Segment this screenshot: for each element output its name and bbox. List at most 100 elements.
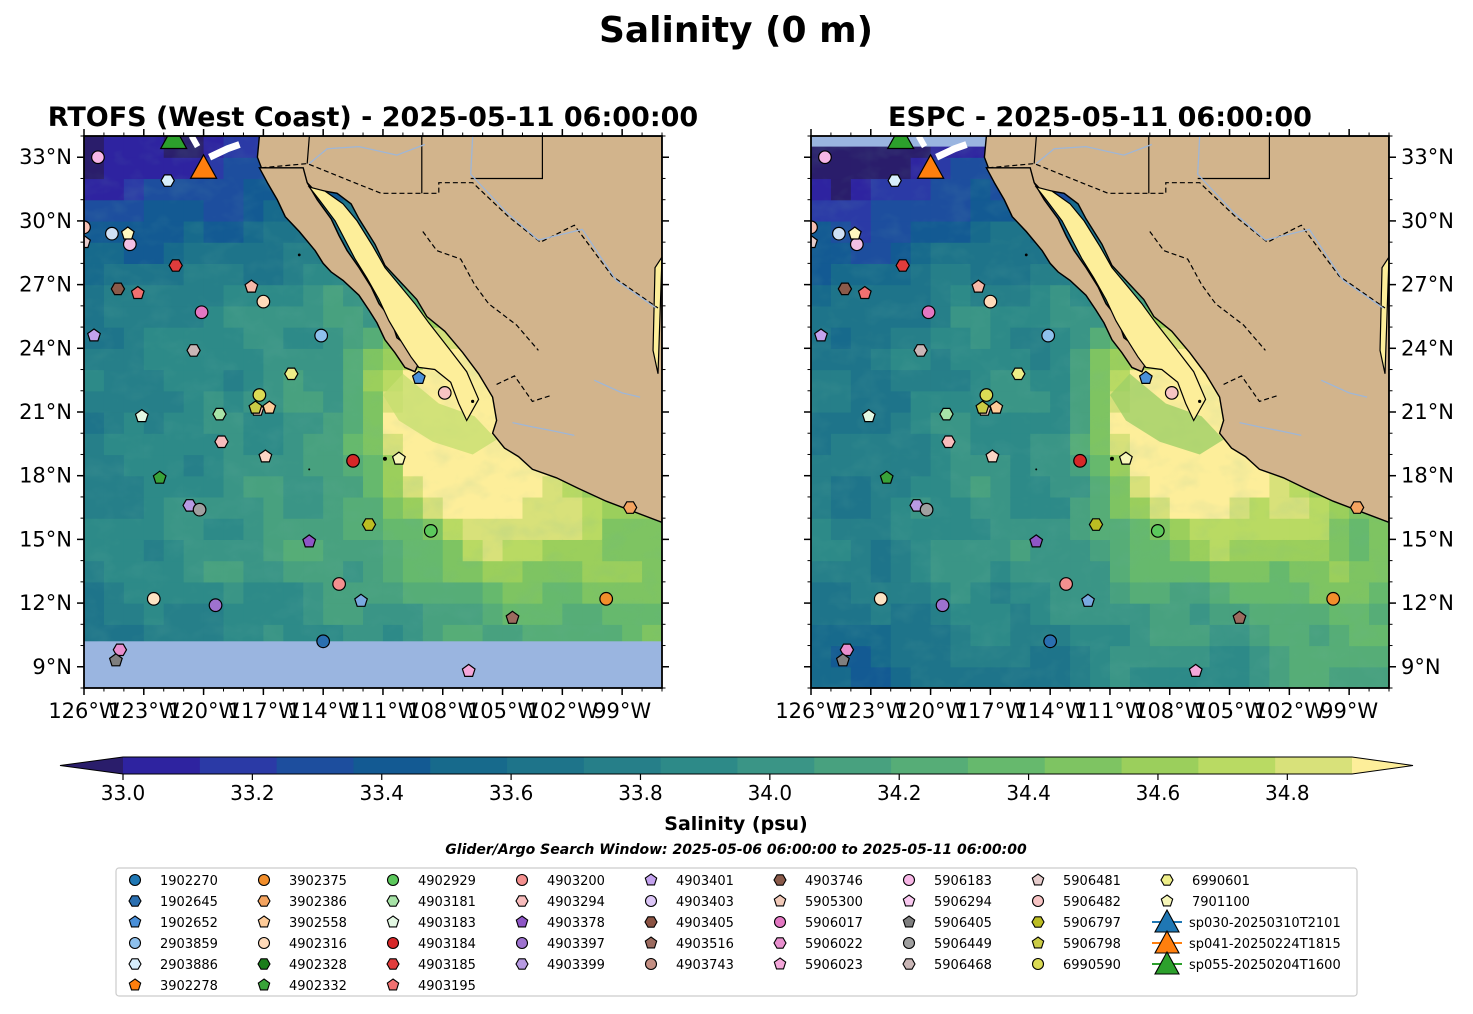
float-marker-2903886[interactable] bbox=[887, 174, 902, 187]
float-marker-p5[interactable] bbox=[258, 449, 273, 463]
float-marker-2903886[interactable] bbox=[160, 174, 175, 187]
float-marker-4903183[interactable] bbox=[134, 408, 149, 423]
float-marker-5906183[interactable] bbox=[91, 150, 105, 165]
float-marker-4903181[interactable] bbox=[212, 407, 227, 421]
float-marker-5906294[interactable] bbox=[930, 70, 943, 82]
float-marker-5906449[interactable] bbox=[192, 502, 207, 517]
float-marker-p9[interactable] bbox=[78, 220, 91, 235]
float-marker-p1[interactable] bbox=[832, 226, 846, 241]
float-marker-4903401[interactable] bbox=[813, 328, 829, 342]
float-marker-5906797[interactable] bbox=[1088, 518, 1104, 531]
float-marker-5906449[interactable] bbox=[919, 502, 934, 517]
float-marker-1902270[interactable] bbox=[910, 77, 923, 90]
float-marker-5906482[interactable] bbox=[437, 385, 452, 400]
float-marker-1902652[interactable] bbox=[1138, 370, 1153, 384]
float-marker-4903743[interactable] bbox=[193, 87, 206, 100]
float-marker-2903859[interactable] bbox=[1041, 328, 1056, 343]
float-marker-p6[interactable] bbox=[873, 591, 888, 606]
float-marker-4902929[interactable] bbox=[1150, 523, 1165, 538]
float-marker-4903746[interactable] bbox=[837, 282, 853, 296]
float-marker-7901100[interactable] bbox=[391, 451, 406, 465]
float-marker-4903516[interactable] bbox=[505, 610, 520, 624]
float-marker-2903859[interactable] bbox=[314, 328, 329, 343]
float-marker-3902375[interactable] bbox=[599, 591, 614, 606]
float-marker-4903185[interactable] bbox=[895, 259, 910, 272]
float-marker-4903185[interactable] bbox=[168, 259, 183, 272]
float-marker-4902332[interactable] bbox=[152, 470, 167, 484]
float-marker-5906482[interactable] bbox=[1164, 385, 1179, 400]
float-marker-5906017[interactable] bbox=[194, 305, 209, 320]
float-marker-6990590[interactable] bbox=[252, 388, 267, 402]
float-marker-4903195[interactable] bbox=[857, 285, 872, 300]
float-marker-4903195[interactable] bbox=[130, 285, 145, 300]
float-marker-p7[interactable] bbox=[1081, 593, 1096, 607]
float-marker-7901100[interactable] bbox=[1118, 451, 1133, 465]
float-marker-3902375[interactable] bbox=[1326, 591, 1341, 606]
float-marker-4902929[interactable] bbox=[423, 523, 438, 538]
float-marker-p3[interactable] bbox=[847, 226, 862, 240]
glider-marker-sp041-20250224T1815[interactable] bbox=[189, 153, 218, 179]
float-marker-4903397[interactable] bbox=[208, 598, 223, 613]
float-marker-p2[interactable] bbox=[122, 237, 137, 252]
float-marker-4903184[interactable] bbox=[1073, 453, 1087, 468]
float-marker-p5[interactable] bbox=[985, 449, 1000, 463]
float-marker-3902386[interactable] bbox=[1349, 501, 1365, 514]
float-marker-5906023[interactable] bbox=[461, 663, 476, 678]
float-marker-6990601[interactable] bbox=[1011, 367, 1026, 381]
float-marker-5906798[interactable] bbox=[975, 400, 990, 414]
float-marker-1902645[interactable] bbox=[117, 45, 130, 57]
float-marker-5906405[interactable] bbox=[108, 653, 123, 667]
float-marker-p4[interactable] bbox=[971, 279, 986, 293]
float-marker-1902270[interactable] bbox=[183, 77, 196, 90]
float-marker-4903200[interactable] bbox=[332, 577, 347, 591]
float-marker-6990601[interactable] bbox=[284, 367, 299, 381]
float-marker-p8[interactable] bbox=[1043, 634, 1058, 649]
float-marker-5906405[interactable] bbox=[835, 653, 850, 667]
float-marker-4903405[interactable] bbox=[187, 56, 200, 67]
float-marker-5906468[interactable] bbox=[186, 344, 201, 357]
float-marker-4903184[interactable] bbox=[346, 453, 360, 468]
float-marker-5906023[interactable] bbox=[1188, 663, 1203, 678]
float-marker-4902316[interactable] bbox=[983, 294, 998, 309]
float-marker-3902386[interactable] bbox=[622, 501, 638, 514]
float-marker-5906481[interactable] bbox=[805, 234, 819, 249]
float-marker-p4[interactable] bbox=[244, 279, 259, 293]
float-marker-4903378[interactable] bbox=[302, 534, 317, 548]
float-marker-5906022[interactable] bbox=[839, 643, 855, 657]
float-marker-4903200[interactable] bbox=[1059, 577, 1074, 591]
float-marker-p6[interactable] bbox=[146, 591, 161, 606]
float-marker-5906481[interactable] bbox=[78, 234, 92, 249]
float-marker-4903403[interactable] bbox=[185, 66, 198, 79]
float-marker-4903405[interactable] bbox=[914, 56, 927, 67]
float-marker-4903181[interactable] bbox=[939, 407, 954, 421]
float-marker-p2[interactable] bbox=[849, 237, 864, 252]
float-marker-4903403[interactable] bbox=[912, 66, 925, 79]
float-marker-5906797[interactable] bbox=[361, 518, 377, 531]
float-marker-p1[interactable] bbox=[105, 226, 119, 241]
float-marker-6990590[interactable] bbox=[979, 388, 994, 402]
float-marker-5906017[interactable] bbox=[921, 305, 936, 320]
float-marker-4903746[interactable] bbox=[110, 282, 126, 296]
float-marker-5906468[interactable] bbox=[913, 344, 928, 357]
float-marker-5906022[interactable] bbox=[112, 643, 128, 657]
float-marker-5906798[interactable] bbox=[248, 400, 263, 414]
float-marker-5906294[interactable] bbox=[203, 70, 216, 82]
glider-marker-sp041-20250224T1815[interactable] bbox=[916, 153, 945, 179]
float-marker-4903183[interactable] bbox=[861, 408, 876, 423]
float-marker-4903294[interactable] bbox=[214, 435, 229, 449]
float-marker-p7[interactable] bbox=[354, 593, 369, 607]
float-marker-4902316[interactable] bbox=[256, 294, 271, 309]
float-marker-1902652[interactable] bbox=[411, 370, 426, 384]
float-marker-4903401[interactable] bbox=[86, 328, 102, 342]
float-marker-3902558[interactable] bbox=[989, 400, 1004, 414]
float-marker-4903516[interactable] bbox=[1232, 610, 1247, 624]
float-marker-5906183[interactable] bbox=[818, 150, 832, 165]
float-marker-3902558[interactable] bbox=[262, 400, 277, 414]
float-marker-4903397[interactable] bbox=[935, 598, 950, 613]
float-marker-p3[interactable] bbox=[120, 226, 135, 240]
float-marker-4902332[interactable] bbox=[879, 470, 894, 484]
float-marker-4903378[interactable] bbox=[1029, 534, 1044, 548]
float-marker-p8[interactable] bbox=[316, 634, 331, 649]
float-marker-4903294[interactable] bbox=[941, 435, 956, 449]
float-marker-4903743[interactable] bbox=[920, 87, 933, 100]
